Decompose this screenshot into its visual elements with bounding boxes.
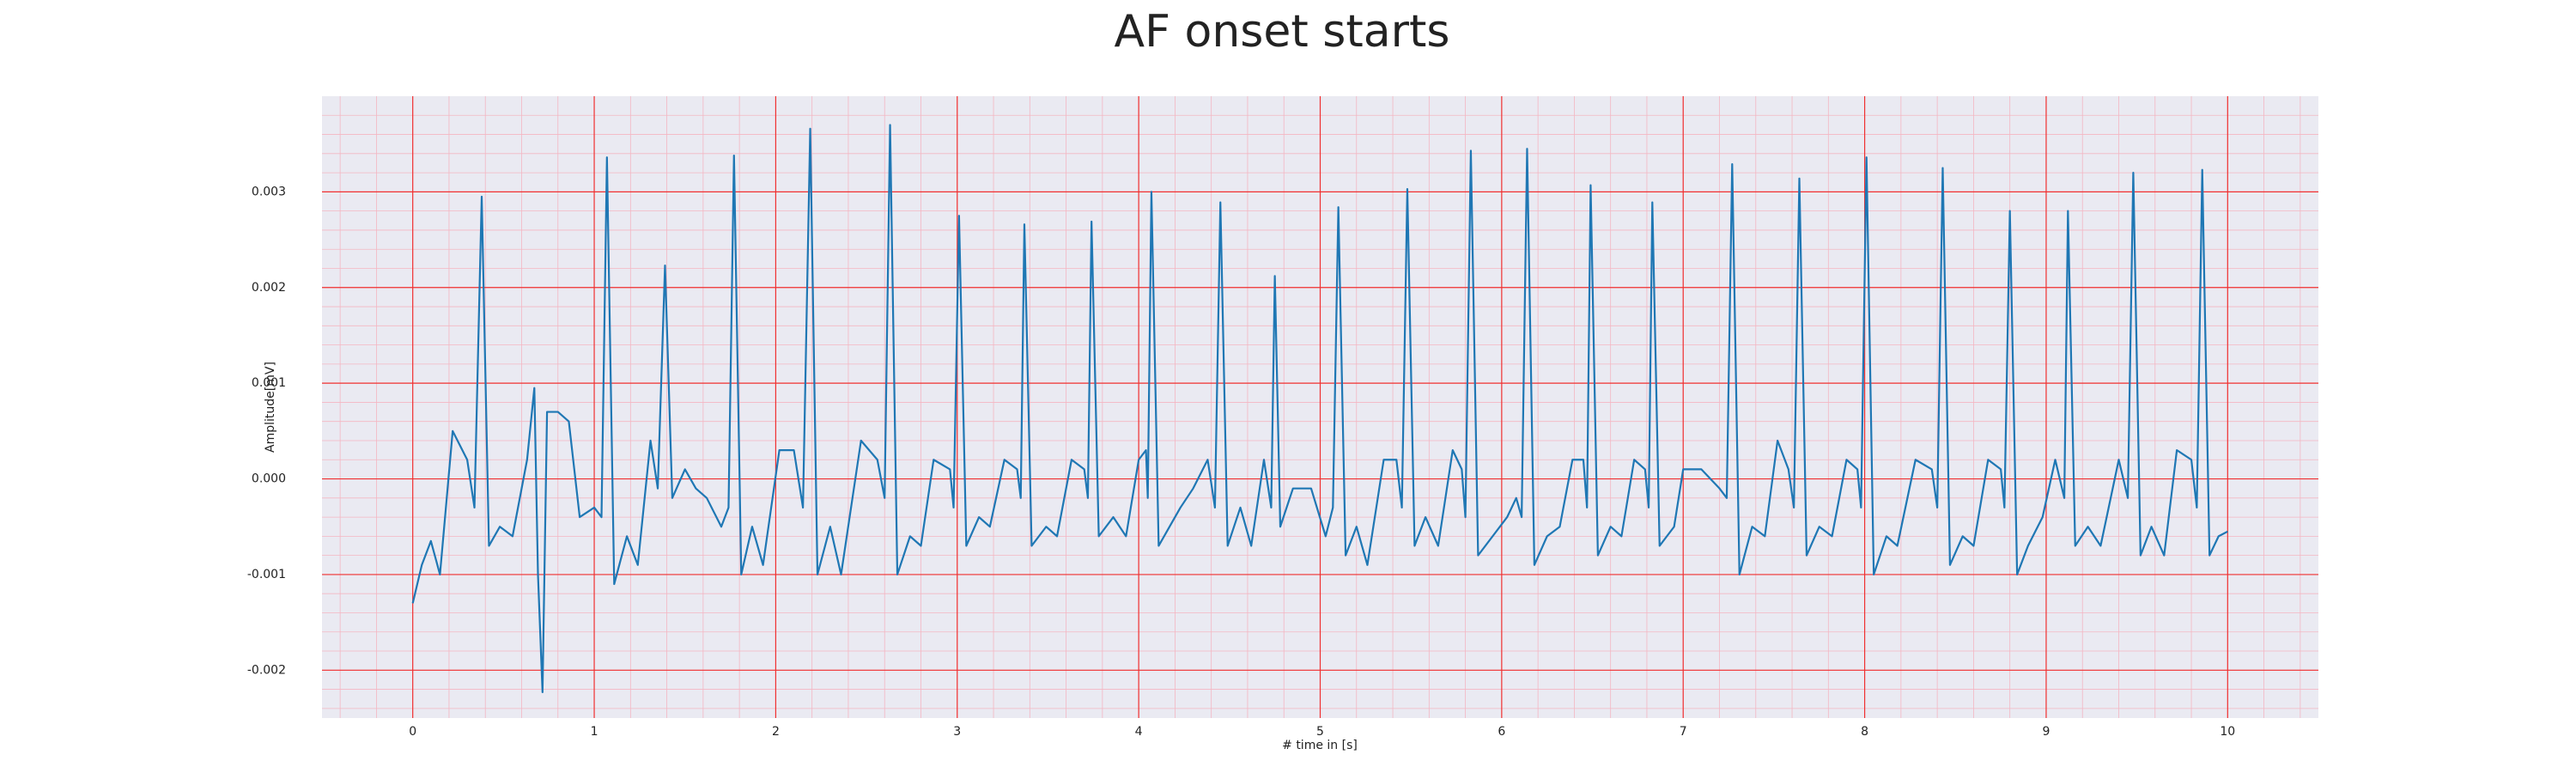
x-tick-label: 9 [2042, 725, 2050, 739]
y-tick-label: 0.001 [252, 376, 286, 390]
y-tick-label: -0.001 [247, 568, 286, 581]
x-tick-label: 0 [409, 725, 416, 739]
x-tick-label: 7 [1680, 725, 1687, 739]
x-tick-label: 3 [953, 725, 961, 739]
x-tick-label: 2 [772, 725, 780, 739]
x-tick-label: 1 [591, 725, 598, 739]
y-tick-label: 0.003 [252, 185, 286, 198]
ecg-line [411, 124, 2228, 694]
x-tick-label: 8 [1861, 725, 1868, 739]
y-tick-label: -0.002 [247, 663, 286, 677]
x-tick-label: 10 [2220, 725, 2235, 739]
chart-title: AF onset starts [1115, 6, 1450, 58]
y-tick-label: 0.000 [252, 472, 286, 486]
x-tick-label: 6 [1498, 725, 1505, 739]
x-axis-label: # time in [s] [1282, 739, 1358, 752]
y-axis-label: Amplitude[mV] [264, 362, 277, 453]
x-tick-label: 5 [1316, 725, 1324, 739]
y-tick-label: 0.002 [252, 281, 286, 295]
x-tick-label: 4 [1135, 725, 1143, 739]
